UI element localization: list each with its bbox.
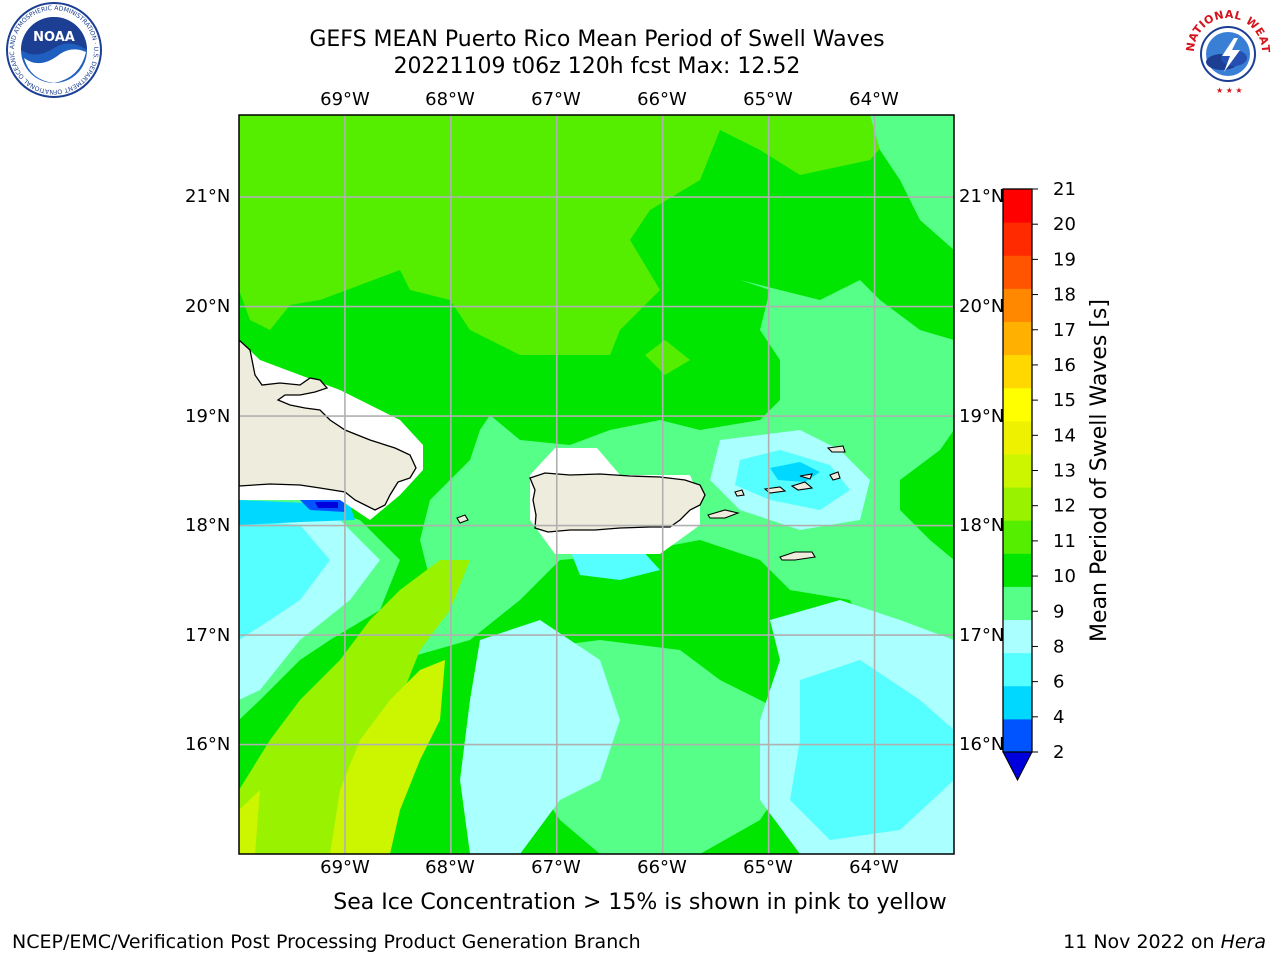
lon-label-bottom: 67°W <box>531 857 581 878</box>
field-under-2s-west <box>315 502 338 508</box>
lon-label-bottom: 64°W <box>849 857 899 878</box>
lon-label-bottom: 69°W <box>320 857 370 878</box>
colorbar-segment <box>1003 354 1032 389</box>
colorbar-tick-label: 14 <box>1053 425 1076 446</box>
lat-label-right: 19°N <box>959 406 1005 427</box>
footer-credit: NCEP/EMC/Verification Post Processing Pr… <box>12 931 641 953</box>
colorbar-segment <box>1003 652 1032 687</box>
land-puerto-rico <box>529 472 706 533</box>
colorbar-tick-label: 21 <box>1053 179 1076 200</box>
field-11-12s-north <box>239 115 954 355</box>
colorbar-tick-label: 20 <box>1053 214 1076 235</box>
colorbar-tick-label: 11 <box>1053 531 1076 552</box>
colorbar-tick-label: 17 <box>1053 320 1076 341</box>
colorbar-segment <box>1003 222 1032 256</box>
lat-label-left: 16°N <box>185 734 231 755</box>
colorbar-tick-label: 13 <box>1053 461 1076 482</box>
colorbar-tick-label: 18 <box>1053 285 1076 306</box>
field-13-14s-sw <box>330 660 445 854</box>
field-12-13s-small <box>270 755 300 795</box>
lon-label-top: 64°W <box>849 89 899 110</box>
colorbar-tick-label: 19 <box>1053 249 1076 270</box>
lat-label-left: 20°N <box>185 296 231 317</box>
field-11-12s-center <box>645 340 690 375</box>
colorbar: 21 20 19 18 17 16 15 14 13 12 11 10 9 8 6 4 2 Mean Period… <box>1002 179 1112 782</box>
lat-label-right: 21°N <box>959 186 1005 207</box>
colorbar-segment <box>1003 387 1032 422</box>
lat-label-right: 17°N <box>959 625 1005 646</box>
svg-text:NOAA: NOAA <box>33 30 75 45</box>
field-9-10s-east <box>400 280 954 660</box>
field-9-10s-topright <box>870 115 954 250</box>
field-6-8s-west <box>239 520 330 640</box>
colorbar-tick-label: 4 <box>1053 707 1064 728</box>
colorbar-label: Mean Period of Swell Waves [s] <box>1087 299 1112 642</box>
lon-label-top: 68°W <box>425 89 475 110</box>
colorbar-tick-label: 2 <box>1053 742 1064 763</box>
chart-title: GEFS MEAN Puerto Rico Mean Period of Swe… <box>309 27 885 52</box>
land-st-croix <box>779 551 816 561</box>
colorbar-tick-label: 16 <box>1053 355 1076 376</box>
land-virgin-islands <box>763 445 846 494</box>
colorbar-tick-label: 15 <box>1053 390 1076 411</box>
lat-label-right: 18°N <box>959 515 1005 536</box>
colorbar-tick-label: 9 <box>1053 601 1064 622</box>
lon-label-bottom: 66°W <box>637 857 687 878</box>
colorbar-tick-label: 6 <box>1053 672 1064 693</box>
graticule <box>239 115 954 854</box>
lon-label-top: 69°W <box>320 89 370 110</box>
footer-date: 11 Nov 2022 on Hera <box>1063 931 1266 953</box>
colorbar-segment <box>1003 685 1032 720</box>
colorbar-segment <box>1003 255 1032 289</box>
colorbar-segment <box>1003 453 1032 488</box>
colorbar-tick-label: 12 <box>1053 496 1076 517</box>
nws-logo: NATIONAL WEATHER SERVICE ★ ★ ★ <box>1176 0 1274 98</box>
chart-subtitle: 20221109 t06z 120h fcst Max: 12.52 <box>393 54 801 79</box>
footer-machine: Hera <box>1220 931 1266 953</box>
colorbar-segment <box>1003 520 1032 554</box>
field-8-9s-south-band <box>460 620 620 854</box>
colorbar-segment <box>1003 420 1032 455</box>
colorbar-segment <box>1003 718 1032 753</box>
lon-label-top: 66°W <box>637 89 687 110</box>
lat-label-left: 18°N <box>185 515 231 536</box>
colorbar-segment <box>1003 619 1032 654</box>
field-6-8s-se <box>790 660 954 840</box>
lat-label-left: 17°N <box>185 625 231 646</box>
lat-label-right: 16°N <box>959 734 1005 755</box>
lat-label-left: 19°N <box>185 406 231 427</box>
colorbar-tick-label: 10 <box>1053 566 1076 587</box>
land-mona <box>456 514 469 524</box>
sea-ice-caption: Sea Ice Concentration > 15% is shown in … <box>333 890 947 915</box>
colorbar-tick-label: 8 <box>1053 636 1064 657</box>
lon-label-top: 65°W <box>743 89 793 110</box>
colorbar-segment <box>1003 487 1032 521</box>
field-13-14s-corner <box>239 790 260 854</box>
land-tortola <box>734 489 745 497</box>
noaa-logo: NATIONAL OCEANIC AND ATMOSPHERIC ADMINIS… <box>0 0 102 98</box>
lon-label-bottom: 68°W <box>425 857 475 878</box>
land-vieques <box>707 509 740 519</box>
svg-text:★ ★ ★: ★ ★ ★ <box>1216 86 1243 95</box>
lon-label-bottom: 65°W <box>743 857 793 878</box>
lat-label-right: 20°N <box>959 296 1005 317</box>
map-frame <box>238 114 955 855</box>
colorbar-segment <box>1003 288 1032 322</box>
field-6-8s-pr-south <box>570 548 660 580</box>
colorbar-segment <box>1003 321 1032 356</box>
colorbar-segment <box>1003 553 1032 587</box>
colorbar-extend-triangle <box>1002 751 1033 782</box>
colorbar-segment <box>1003 189 1032 223</box>
lat-label-left: 21°N <box>185 186 231 207</box>
lon-label-top: 67°W <box>531 89 581 110</box>
colorbar-segment <box>1003 586 1032 621</box>
